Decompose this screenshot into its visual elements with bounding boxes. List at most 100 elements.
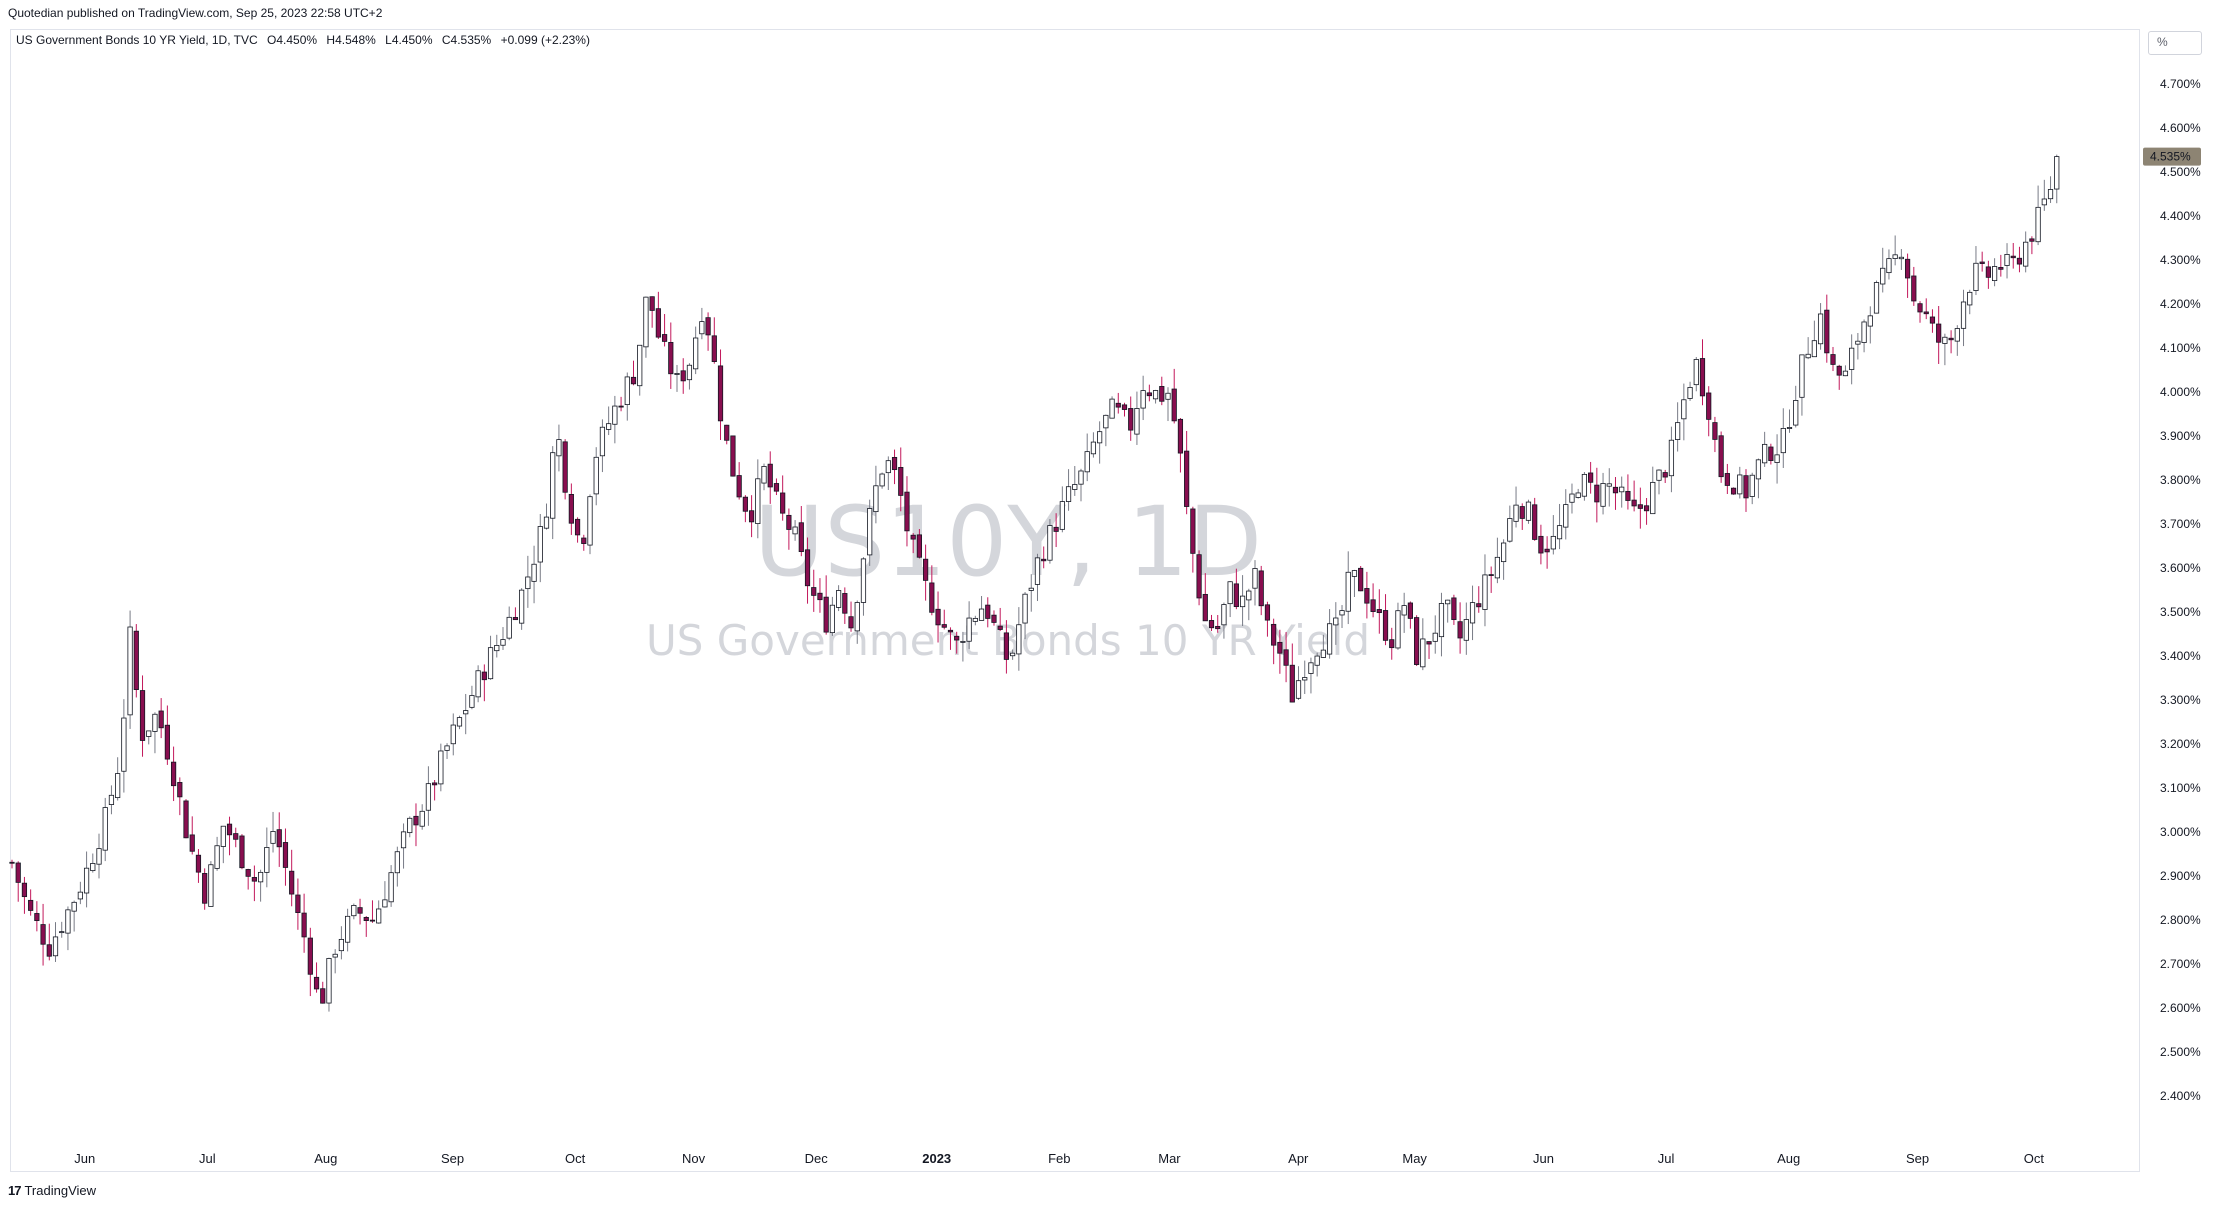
candle-body xyxy=(52,936,59,957)
candle-body xyxy=(1277,641,1283,654)
candle-body xyxy=(1581,473,1588,497)
candle-body xyxy=(1252,568,1258,589)
candle-body xyxy=(1936,323,1942,343)
candle-body xyxy=(1817,313,1824,345)
candle-body xyxy=(1426,641,1432,645)
candle-body xyxy=(1880,267,1886,285)
candle-body xyxy=(1159,386,1165,402)
candle-body xyxy=(1457,621,1463,639)
candle-body xyxy=(425,783,432,811)
candle-body xyxy=(972,617,978,622)
candle-body xyxy=(1389,639,1395,649)
candle-body xyxy=(71,901,77,912)
candle-body xyxy=(102,807,108,851)
candle-body xyxy=(1805,353,1811,359)
candle-body xyxy=(258,871,264,883)
candle-body xyxy=(1737,474,1743,495)
candle-body xyxy=(500,639,506,646)
candle-body xyxy=(1513,504,1519,522)
candle-body xyxy=(1873,282,1880,314)
candle-body xyxy=(1849,347,1855,370)
candle-body xyxy=(1171,388,1177,422)
candle-body xyxy=(643,296,649,348)
candle-body xyxy=(1606,483,1612,487)
x-tick-label: Jun xyxy=(1533,1151,1554,1166)
candle-body xyxy=(1942,336,1948,344)
candle-body xyxy=(898,467,904,496)
tradingview-footer[interactable]: 17 TradingView xyxy=(8,1183,96,1198)
candle-body xyxy=(699,321,705,335)
candle-body xyxy=(1774,454,1780,463)
candle-body xyxy=(1059,501,1065,530)
candle-body xyxy=(1861,321,1867,343)
candle-body xyxy=(1668,439,1675,477)
last-price-marker: 4.535% xyxy=(2143,147,2201,166)
candle-body xyxy=(1743,475,1749,499)
candle-body xyxy=(1538,535,1544,554)
percent-scale-button[interactable]: % xyxy=(2148,31,2202,55)
candle-body xyxy=(1973,262,1979,291)
candle-body xyxy=(363,916,369,922)
candle-body xyxy=(792,526,798,535)
candle-body xyxy=(326,958,332,1004)
candle-body xyxy=(1525,501,1532,521)
candle-body xyxy=(1482,574,1488,610)
candle-body xyxy=(1407,602,1413,619)
price-axis[interactable]: 4.700% 4.600% 4.500% 4.400% 4.300% 4.200% 4.10… xyxy=(2160,77,2201,1103)
candle-body xyxy=(1501,542,1507,563)
candle-body xyxy=(2023,241,2029,267)
candle-body xyxy=(233,833,239,840)
candle-body xyxy=(823,596,829,633)
candle-body xyxy=(904,491,910,532)
candle-body xyxy=(1563,504,1569,528)
candle-body xyxy=(90,863,96,872)
candle-body xyxy=(873,485,879,513)
candle-body xyxy=(164,724,170,760)
candle-body xyxy=(568,494,574,524)
candle-body xyxy=(748,510,755,523)
candle-body xyxy=(270,831,276,844)
candle-body xyxy=(860,558,867,603)
y-tick-label: 2.400% xyxy=(2160,1089,2201,1103)
candle-body xyxy=(1295,680,1302,699)
candle-body xyxy=(923,558,929,581)
candle-body xyxy=(1072,484,1078,490)
time-axis[interactable]: Jun Jul Aug Sep Oct Nov Dec 2023 Feb Mar Apr May Jun… xyxy=(74,1151,2044,1166)
candle-body xyxy=(1078,470,1084,485)
y-tick-label: 4.400% xyxy=(2160,209,2201,223)
candle-body xyxy=(680,370,686,382)
candle-body xyxy=(811,587,817,596)
candle-body xyxy=(1047,525,1053,561)
candle-body xyxy=(1438,603,1445,638)
candle-body xyxy=(21,882,28,898)
candle-body xyxy=(804,549,811,587)
candle-body xyxy=(2047,189,2054,200)
candle-body xyxy=(251,877,257,882)
candle-body xyxy=(394,851,400,874)
candle-body xyxy=(2029,238,2035,242)
candle-body xyxy=(1376,609,1382,614)
candle-body xyxy=(289,870,295,895)
y-tick-label: 3.500% xyxy=(2160,605,2201,619)
legend-change: +0.099 (+2.23%) xyxy=(500,33,590,47)
candle-body xyxy=(941,624,947,628)
y-tick-label: 3.000% xyxy=(2160,825,2201,839)
chart-pane[interactable] xyxy=(10,29,2140,1172)
candle-body xyxy=(1898,256,1904,260)
candle-body xyxy=(767,463,773,488)
candle-body xyxy=(351,905,357,917)
legend-open: O4.450% xyxy=(267,33,318,47)
y-tick-label: 2.700% xyxy=(2160,957,2201,971)
y-tick-label: 3.100% xyxy=(2160,781,2201,795)
candle-body xyxy=(1420,638,1426,668)
candle-body xyxy=(481,671,487,681)
candle-body xyxy=(1190,508,1196,554)
y-tick-label: 3.400% xyxy=(2160,649,2201,663)
candle-body xyxy=(1022,593,1028,624)
candle-body xyxy=(1239,595,1246,608)
candle-body xyxy=(910,534,916,540)
candle-body xyxy=(1519,506,1525,519)
candle-body xyxy=(1215,625,1221,630)
y-tick-label: 4.100% xyxy=(2160,341,2201,355)
